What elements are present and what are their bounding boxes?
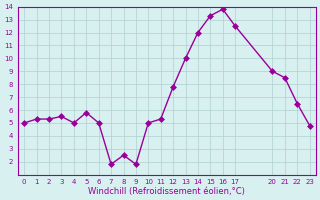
X-axis label: Windchill (Refroidissement éolien,°C): Windchill (Refroidissement éolien,°C) (89, 187, 245, 196)
